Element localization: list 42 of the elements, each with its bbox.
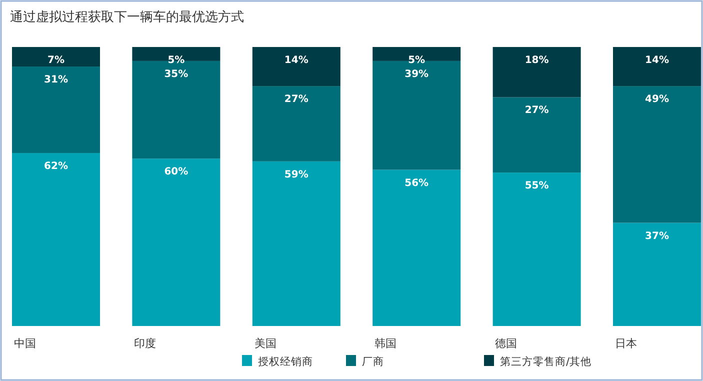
data-label: 18%	[524, 55, 549, 66]
x-tick-label: 印度	[134, 337, 156, 350]
data-label: 39%	[404, 68, 429, 80]
bar	[12, 66, 100, 154]
data-label: 59%	[284, 169, 308, 180]
x-tick-label: 日本	[615, 337, 637, 350]
legend-label: 授权经销商	[258, 355, 313, 368]
data-label: 60%	[164, 166, 188, 178]
data-label: 5%	[408, 55, 426, 66]
x-tick-label: 韩国	[374, 337, 397, 350]
bar	[492, 172, 581, 326]
bar	[12, 153, 100, 326]
bar	[613, 86, 701, 223]
data-label: 62%	[44, 161, 68, 172]
legend-label: 厂商	[362, 355, 384, 368]
data-label: 56%	[404, 178, 429, 189]
bar	[613, 222, 701, 326]
bar	[492, 97, 581, 173]
data-label: 49%	[645, 94, 669, 106]
data-label: 7%	[48, 55, 64, 66]
data-label: 14%	[284, 55, 308, 66]
x-tick-label: 美国	[254, 337, 276, 350]
bar	[252, 161, 340, 326]
data-label: 5%	[168, 55, 185, 66]
data-label: 35%	[164, 68, 188, 80]
data-label: 14%	[645, 55, 669, 66]
x-tick-label: 德国	[494, 337, 517, 350]
data-label: 27%	[524, 105, 549, 116]
chart-title: 通过虚拟过程获取下一辆车的最优选方式	[10, 9, 244, 25]
legend-label: 第三方零售商/其他	[500, 355, 592, 368]
bar	[492, 47, 581, 98]
bar	[252, 47, 340, 86]
data-label: 37%	[645, 230, 669, 242]
bar	[252, 86, 340, 162]
bar	[372, 170, 461, 326]
bar	[613, 47, 701, 86]
data-label: 55%	[524, 180, 549, 192]
data-label: 27%	[284, 94, 308, 106]
bar	[12, 47, 100, 67]
bar	[132, 158, 220, 326]
x-tick-label: 中国	[14, 337, 36, 350]
data-label: 31%	[44, 74, 68, 86]
